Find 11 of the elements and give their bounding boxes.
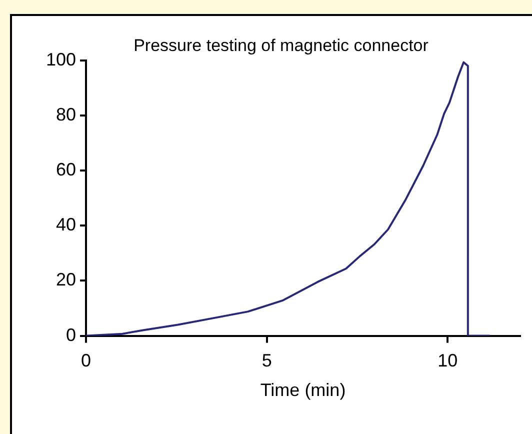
y-tick-label: 60	[56, 160, 76, 180]
y-tick-label: 20	[56, 270, 76, 290]
chart-title: Pressure testing of magnetic connector	[134, 36, 429, 55]
y-tick-label: 0	[66, 324, 76, 345]
y-tick-label: 40	[56, 214, 76, 235]
x-axis-title: Time (min)	[260, 380, 346, 400]
y-tick-label: 100	[46, 49, 76, 70]
x-tick-label: 10	[438, 350, 458, 371]
x-tick-label: 0	[81, 350, 92, 371]
y-tick-label: 80	[56, 104, 76, 124]
x-tick-label: 5	[262, 350, 272, 371]
